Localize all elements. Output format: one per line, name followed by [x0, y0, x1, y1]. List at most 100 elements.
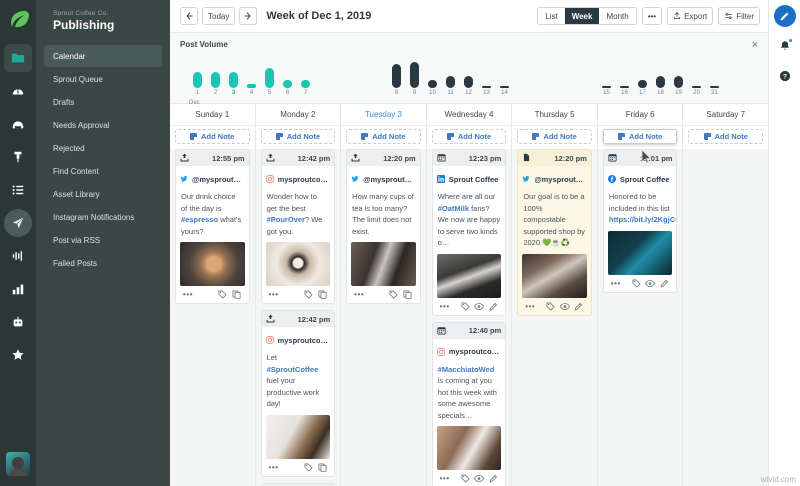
- filter-button[interactable]: Filter: [718, 7, 760, 25]
- post-card[interactable]: 12:20 pm @mysproutco… Our goal is to be a …: [517, 149, 592, 316]
- copy-icon[interactable]: [230, 290, 244, 299]
- more-options-icon[interactable]: •••: [268, 290, 279, 299]
- chart-bar-column[interactable]: 17: [638, 80, 647, 97]
- pencil-icon[interactable]: [486, 474, 500, 483]
- more-options-icon[interactable]: •••: [354, 290, 365, 299]
- eye-icon[interactable]: [558, 302, 572, 311]
- more-options-icon[interactable]: •••: [525, 301, 536, 311]
- chart-bar-column[interactable]: 13: [482, 85, 491, 98]
- chart-bar-column[interactable]: 6: [283, 80, 292, 97]
- add-note-button[interactable]: Add Note: [688, 129, 764, 144]
- compose-button[interactable]: [773, 5, 796, 27]
- view-mode-switch[interactable]: List Week Month: [537, 7, 637, 25]
- more-options-icon[interactable]: •••: [439, 474, 450, 483]
- post-card[interactable]: 12:23 pm Sprout Coffee Where are all our #…: [431, 149, 507, 316]
- chart-bar-column[interactable]: 4: [247, 84, 256, 97]
- post-card[interactable]: 12:55 pm @mysproutco… Our drink choice of …: [175, 149, 250, 304]
- prev-week-button[interactable]: [180, 7, 198, 25]
- tag-icon[interactable]: [458, 301, 472, 311]
- sidebar-item-premium[interactable]: [4, 341, 32, 369]
- tag-icon[interactable]: [301, 290, 315, 299]
- today-button[interactable]: Today: [202, 7, 236, 25]
- sidebar-item-listening[interactable]: [4, 242, 32, 270]
- tag-icon[interactable]: [216, 290, 230, 299]
- chart-bar-column[interactable]: 10: [428, 80, 437, 97]
- sidebar-item-rejected[interactable]: Rejected: [53, 143, 85, 153]
- eye-icon[interactable]: [472, 474, 486, 483]
- sidebar-item-failed-posts[interactable]: Failed Posts: [53, 258, 98, 268]
- sidebar-item-sprout-queue[interactable]: Sprout Queue: [53, 74, 103, 84]
- export-button[interactable]: Export: [667, 7, 714, 25]
- chart-bar-column[interactable]: 18: [656, 76, 665, 97]
- sidebar-item-list[interactable]: [4, 176, 32, 204]
- sidebar-item-reports[interactable]: [4, 275, 32, 303]
- tag-icon[interactable]: [629, 278, 643, 288]
- tag-icon[interactable]: [387, 290, 401, 299]
- add-note-button[interactable]: Add Note: [431, 129, 507, 144]
- sidebar-item-calendar[interactable]: Calendar: [44, 45, 162, 67]
- add-note-button[interactable]: Add Note: [602, 129, 678, 144]
- add-note-button[interactable]: Add Note: [175, 129, 250, 144]
- sidebar-item-find-content[interactable]: Find Content: [53, 166, 99, 176]
- view-tab-list[interactable]: List: [545, 11, 558, 21]
- chart-bar-column[interactable]: 15: [602, 85, 611, 98]
- sprout-leaf-logo[interactable]: [7, 8, 29, 30]
- sidebar-item-bot[interactable]: [4, 308, 32, 336]
- chart-bar-column[interactable]: 3: [229, 72, 238, 97]
- chart-bar-column[interactable]: 20: [692, 85, 701, 98]
- notifications-bell-icon[interactable]: [779, 38, 793, 57]
- tag-icon[interactable]: [301, 462, 315, 472]
- copy-icon[interactable]: [315, 462, 329, 472]
- sidebar-item-publishing[interactable]: [4, 209, 32, 237]
- chart-bar-column[interactable]: 8: [392, 64, 401, 97]
- avatar[interactable]: [6, 452, 30, 476]
- copy-icon[interactable]: [315, 290, 329, 299]
- post-card[interactable]: 12:42 pm mysproutcof… Wonder how to get th…: [260, 149, 336, 304]
- sidebar-item-inbox[interactable]: [4, 110, 32, 138]
- help-icon[interactable]: ?: [779, 69, 791, 87]
- chart-bar-column[interactable]: 7: [301, 80, 310, 97]
- more-options-icon[interactable]: •••: [610, 278, 621, 288]
- more-options-icon[interactable]: •••: [268, 462, 279, 472]
- more-options-icon[interactable]: •••: [182, 290, 194, 299]
- sidebar-item-asset-library[interactable]: Asset Library: [53, 189, 100, 199]
- pencil-icon[interactable]: [657, 279, 671, 288]
- copy-icon[interactable]: [401, 290, 415, 299]
- pencil-icon[interactable]: [572, 302, 586, 311]
- sidebar-item-drafts[interactable]: Drafts: [53, 97, 75, 107]
- post-card[interactable]: 12:20 pm @mysproutco… How many cups of tea…: [346, 149, 421, 304]
- eye-icon[interactable]: [472, 302, 486, 311]
- view-tab-month[interactable]: Month: [606, 11, 629, 21]
- tag-icon[interactable]: [458, 474, 472, 483]
- post-card[interactable]: 2:21 pm@mysproutco…: [260, 482, 336, 486]
- chart-bar-column[interactable]: 16: [620, 85, 629, 98]
- sidebar-item-pin[interactable]: [4, 143, 32, 171]
- sidebar-item-needs-approval[interactable]: Needs Approval: [53, 120, 110, 130]
- post-card[interactable]: 12:01 pm Sprout Coffee Honored to be inclu…: [602, 149, 678, 293]
- next-week-button[interactable]: [239, 7, 258, 25]
- chart-bar-column[interactable]: 11: [446, 76, 455, 97]
- chart-bar-column[interactable]: 14: [500, 85, 509, 98]
- chart-bar-column[interactable]: 21: [710, 85, 719, 98]
- sidebar-item-instagram-notifications[interactable]: Instagram Notifications: [53, 212, 135, 222]
- tag-icon[interactable]: [544, 301, 558, 311]
- view-tab-week[interactable]: Week: [564, 8, 600, 24]
- chart-bar-column[interactable]: 12: [464, 76, 473, 97]
- more-options-icon[interactable]: •••: [439, 301, 450, 311]
- chart-bar-column[interactable]: 2: [211, 72, 220, 97]
- add-note-button[interactable]: Add Note: [346, 129, 421, 144]
- post-card[interactable]: 12:40 pm mysproutcof… #MacchiatoWed is com…: [431, 321, 507, 486]
- chart-bar-column[interactable]: 1: [193, 72, 202, 97]
- sidebar-item-dashboard[interactable]: [4, 77, 32, 105]
- post-card[interactable]: 12:42 pm mysproutcof… Let #SproutCoffee fu…: [260, 310, 336, 477]
- chart-bar-column[interactable]: 5: [265, 68, 274, 97]
- eye-icon[interactable]: [643, 279, 657, 288]
- add-note-button[interactable]: Add Note: [517, 129, 592, 144]
- more-options-button[interactable]: •••: [641, 7, 663, 25]
- sidebar-item-folder[interactable]: [4, 44, 32, 72]
- chart-bar-column[interactable]: 19: [674, 76, 683, 97]
- close-icon[interactable]: ×: [751, 39, 758, 51]
- chart-bar-column[interactable]: 9: [410, 62, 419, 97]
- sidebar-item-post-via-rss[interactable]: Post via RSS: [53, 235, 101, 245]
- add-note-button[interactable]: Add Note: [260, 129, 336, 144]
